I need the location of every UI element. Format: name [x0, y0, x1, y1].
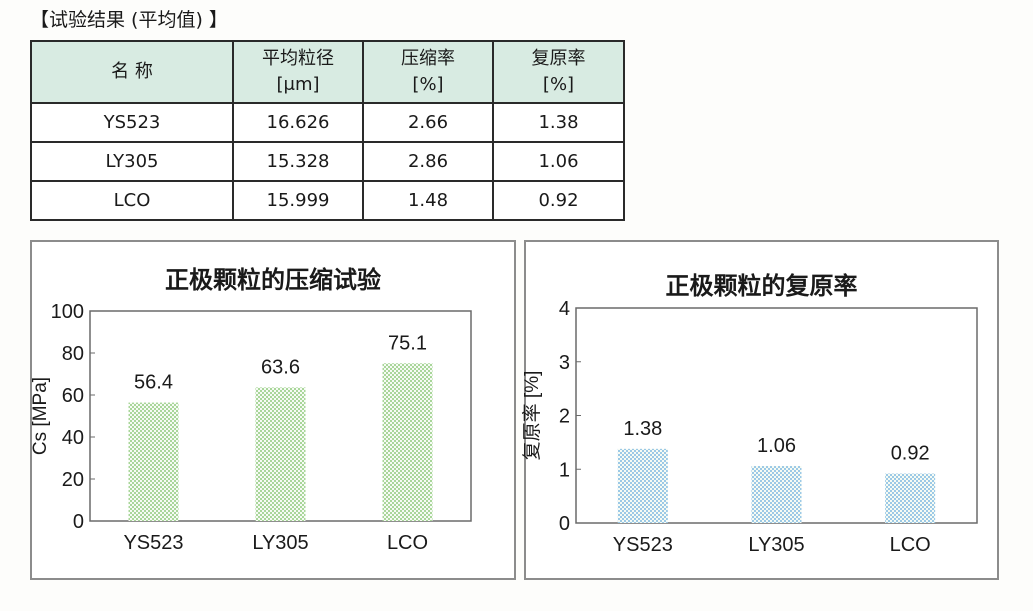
- header-name: 名 称: [30, 40, 234, 104]
- table-cell: LCO: [30, 180, 234, 221]
- header-unit: [%]: [542, 74, 575, 95]
- recovery-chart-panel: 正极颗粒的复原率 0 1 2 3 4 复原率 [%] 1.38 YS523 1.06 LY305 0…: [521, 240, 999, 580]
- y-axis-label: 复原率 [%]: [521, 371, 543, 461]
- header-compression-rate: 压缩率 [%]: [362, 40, 494, 104]
- y-tick-label: 20: [62, 469, 84, 491]
- compression-chart: 0 20 40 60 80 100 Cs [MPa] 56.4 YS523 63.6 LY305 75…: [30, 301, 472, 554]
- header-label: 平均粒径: [262, 48, 334, 69]
- header-particle-size: 平均粒径 [μm]: [232, 40, 364, 104]
- x-tick-label: LY305: [252, 532, 308, 554]
- x-tick-label: YS523: [123, 532, 183, 554]
- data-label: 63.6: [261, 356, 300, 378]
- bar-ly305: [751, 466, 802, 523]
- table-cell: 15.328: [232, 141, 364, 182]
- data-label: 75.1: [388, 332, 427, 354]
- table-cell: 1.48: [362, 180, 494, 221]
- bar-lco: [382, 363, 433, 521]
- header-label: 复原率: [531, 48, 586, 69]
- compression-chart-panel: 正极颗粒的压缩试验 0 20 40 60 80 100 Cs [MPa] 56.4 YS523 6…: [30, 240, 516, 580]
- bar-ys523: [617, 448, 668, 523]
- table-cell: YS523: [30, 102, 234, 143]
- x-tick-label: LY305: [748, 534, 804, 556]
- y-tick-label: 3: [559, 352, 570, 374]
- table-row: LCO 15.999 1.48 0.92: [30, 180, 625, 221]
- table-cell: 2.66: [362, 102, 494, 143]
- header-unit: [μm]: [276, 74, 320, 95]
- table-cell: 1.06: [492, 141, 625, 182]
- data-label: 1.38: [623, 418, 662, 440]
- y-tick-label: 4: [559, 298, 570, 320]
- header-recovery-rate: 复原率 [%]: [492, 40, 625, 104]
- data-label: 56.4: [134, 372, 173, 394]
- x-tick-label: YS523: [613, 534, 673, 556]
- header-label: 压缩率: [401, 48, 455, 69]
- y-tick-label: 40: [62, 427, 84, 449]
- y-tick-label: 0: [559, 513, 570, 535]
- header-unit: [%]: [412, 74, 444, 95]
- header-name-label: 名 称: [111, 61, 153, 82]
- data-label: 0.92: [891, 443, 930, 465]
- y-axis-label: Cs [MPa]: [30, 377, 51, 455]
- recovery-chart: 0 1 2 3 4 复原率 [%] 1.38 YS523 1.06 LY305 0.92 LCO: [521, 298, 978, 556]
- table-header-row: 名 称 平均粒径 [μm] 压缩率 [%] 复原率 [%]: [30, 40, 625, 104]
- bar-ys523: [128, 402, 179, 521]
- recovery-chart-title: 正极颗粒的复原率: [665, 272, 858, 300]
- y-tick-label: 0: [73, 511, 84, 533]
- table-cell: 16.626: [232, 102, 364, 143]
- y-tick-label: 60: [62, 385, 84, 407]
- results-table: 名 称 平均粒径 [μm] 压缩率 [%] 复原率 [%] YS523 16.626 …: [30, 40, 625, 221]
- compression-chart-title: 正极颗粒的压缩试验: [165, 266, 381, 294]
- table-cell: LY305: [30, 141, 234, 182]
- x-tick-label: LCO: [890, 534, 931, 556]
- table-row: YS523 16.626 2.66 1.38: [30, 102, 625, 143]
- table-cell: 15.999: [232, 180, 364, 221]
- y-tick-label: 100: [51, 301, 84, 323]
- y-tick-label: 1: [559, 459, 570, 481]
- table-cell: 0.92: [492, 180, 625, 221]
- section-title: 【试验结果 (平均值) 】: [30, 9, 228, 31]
- x-tick-label: LCO: [387, 532, 428, 554]
- table-cell: 1.38: [492, 102, 625, 143]
- data-label: 1.06: [757, 435, 796, 457]
- table-row: LY305 15.328 2.86 1.06: [30, 141, 625, 182]
- y-tick-label: 2: [559, 406, 570, 428]
- y-tick-label: 80: [62, 343, 84, 365]
- table-cell: 2.86: [362, 141, 494, 182]
- bar-ly305: [255, 387, 306, 521]
- bar-lco: [885, 473, 936, 523]
